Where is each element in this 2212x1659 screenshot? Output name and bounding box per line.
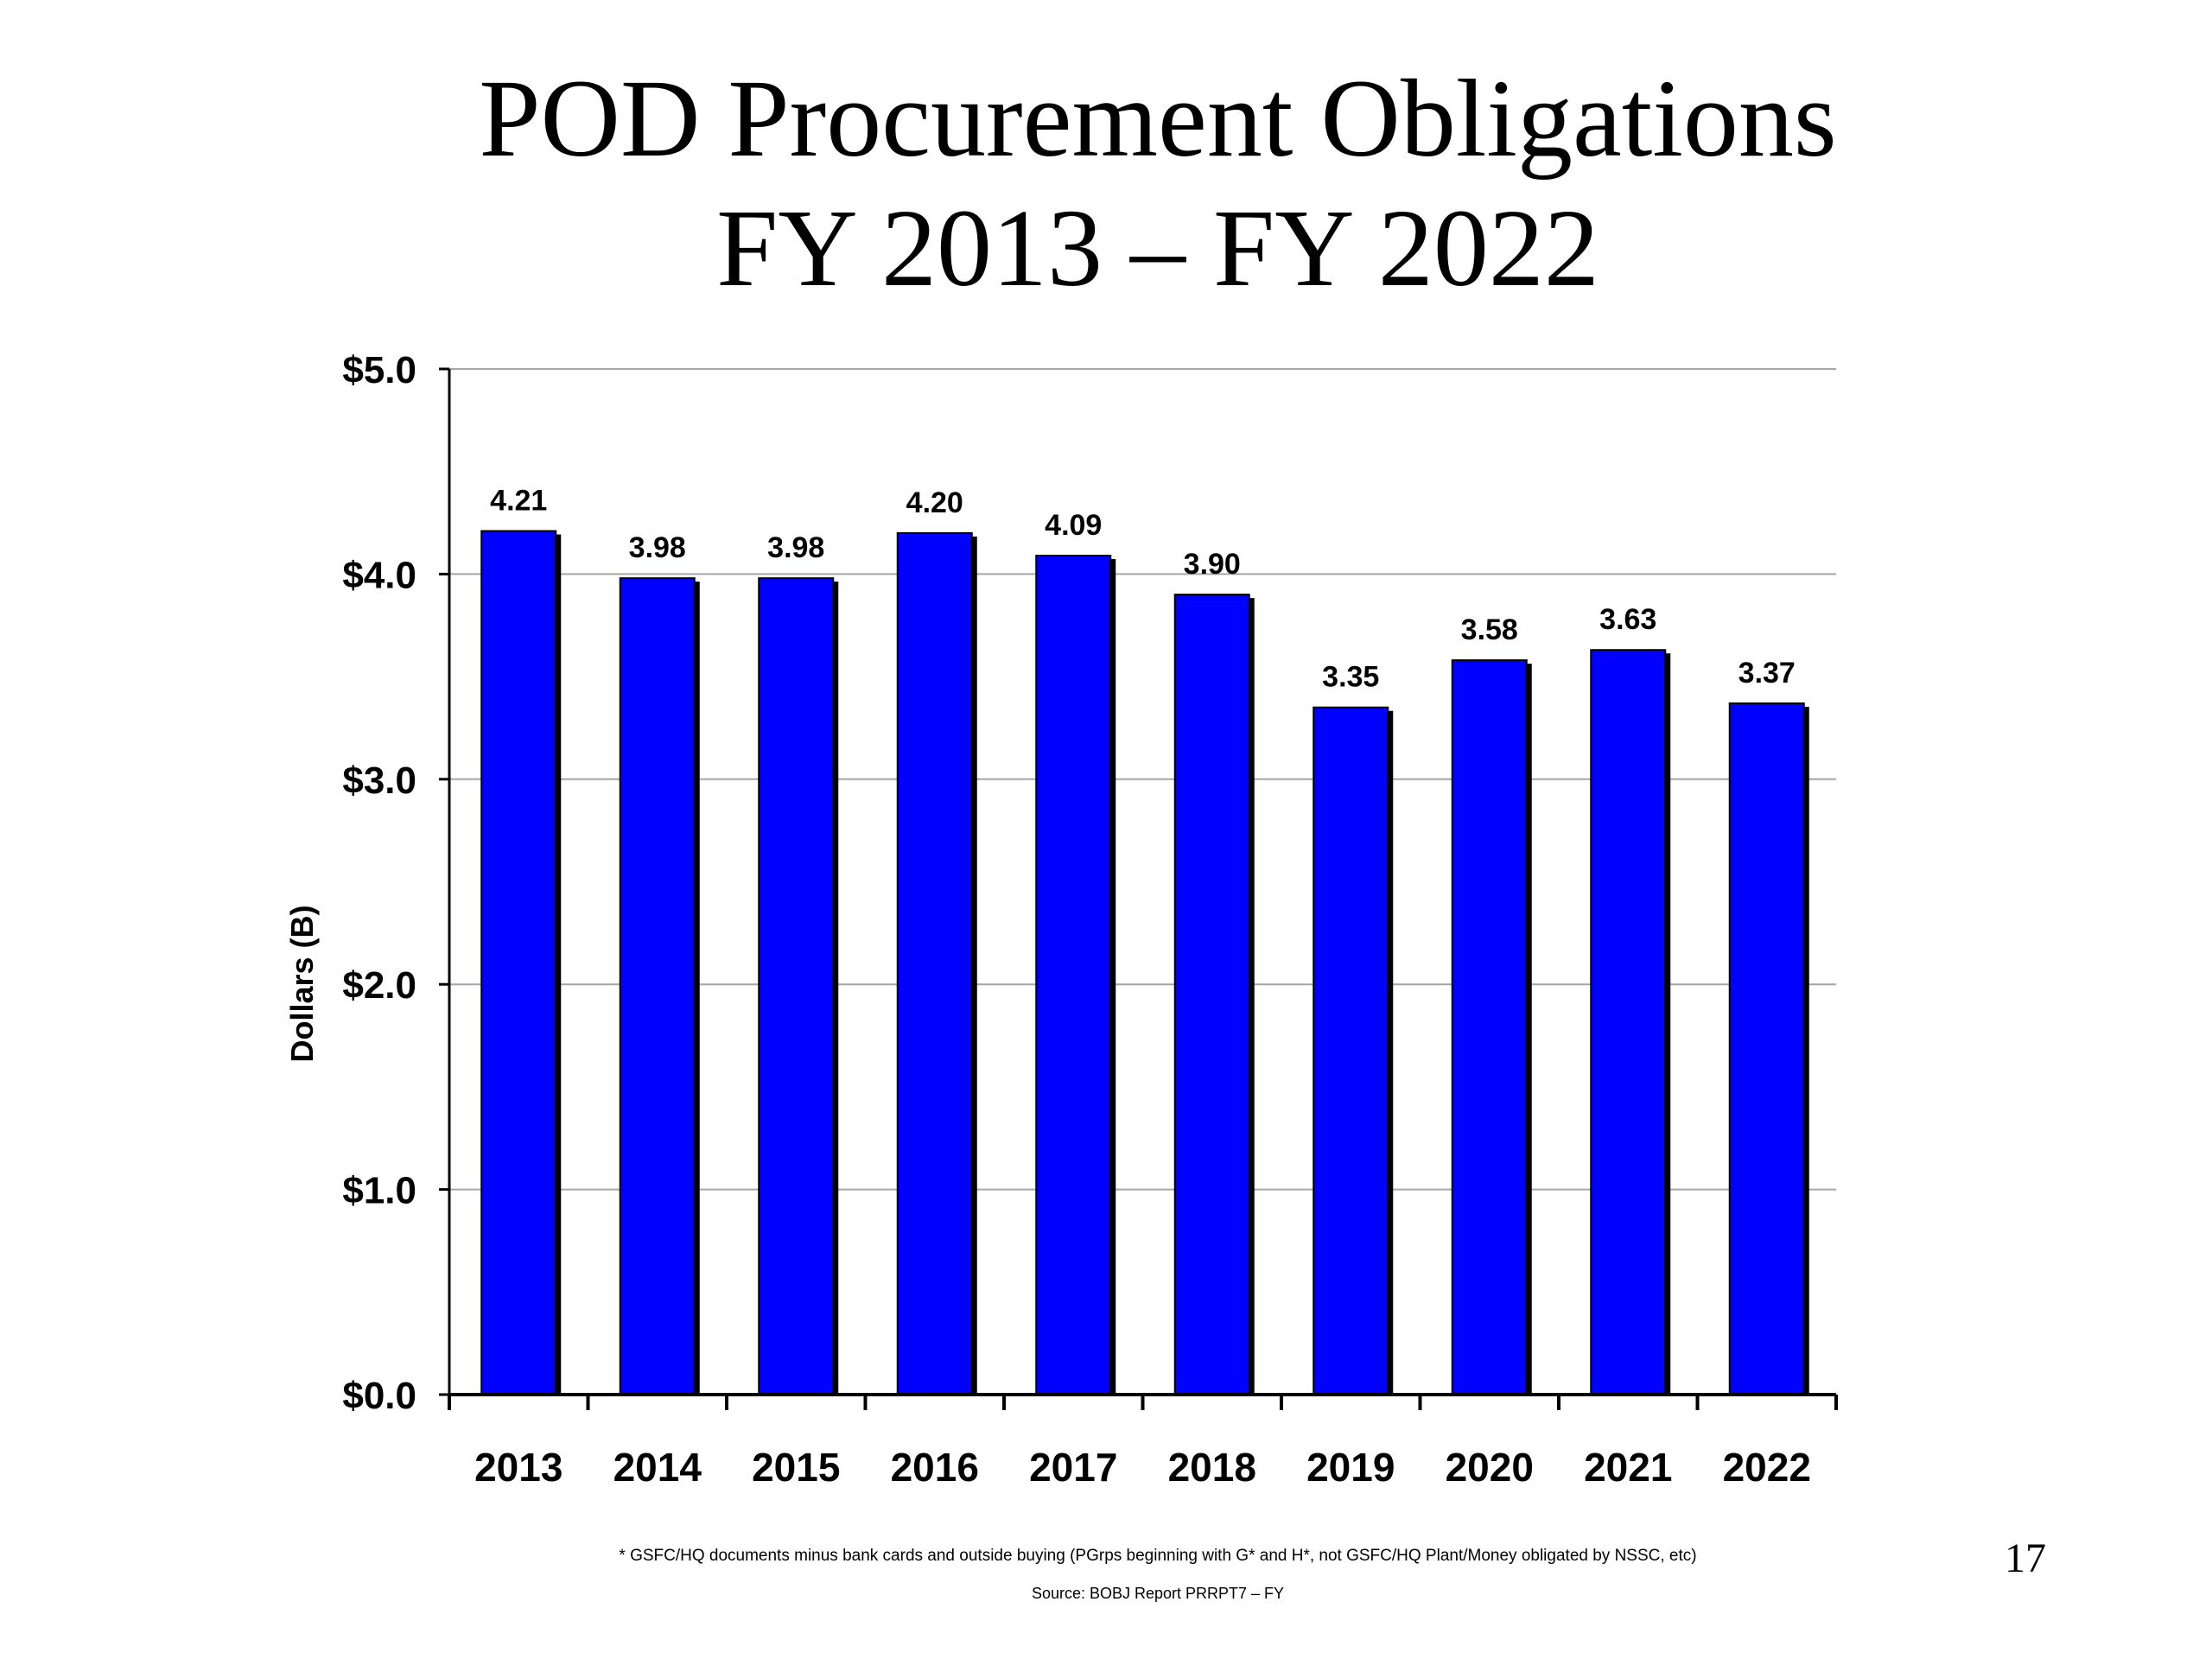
- bar: [1035, 555, 1112, 1395]
- x-tick-label: 2014: [613, 1445, 702, 1490]
- bar: [480, 530, 557, 1395]
- x-tick-label: 2016: [891, 1445, 979, 1490]
- data-label: 3.98: [767, 531, 824, 564]
- axes: [439, 367, 1838, 1410]
- x-tick-label: 2019: [1306, 1445, 1395, 1490]
- y-tick-label: $2.0: [342, 964, 416, 1007]
- data-label: 3.35: [1322, 661, 1379, 694]
- data-label: 3.90: [1184, 548, 1241, 581]
- page-number: 17: [2005, 1535, 2046, 1581]
- x-tick-label: 2020: [1446, 1445, 1534, 1490]
- footnote: * GSFC/HQ documents minus bank cards and…: [619, 1547, 1697, 1565]
- data-label: 4.09: [1045, 509, 1102, 542]
- bars: [480, 530, 1809, 1395]
- y-tick-label: $1.0: [342, 1170, 416, 1212]
- x-tick-label: 2013: [474, 1445, 563, 1490]
- bar: [1313, 706, 1389, 1395]
- bar: [1451, 659, 1528, 1395]
- labels: $0.0 $1.0 $2.0 $3.0 $4.0 $5.0 4.21 2013 3.98 2014…: [284, 349, 1811, 1490]
- bar: [758, 577, 835, 1395]
- title-line-1: POD Procurement Obligations: [479, 57, 1837, 180]
- data-label: 3.98: [629, 531, 686, 564]
- y-tick-label: $3.0: [342, 760, 416, 802]
- y-tick-label: $4.0: [342, 554, 416, 596]
- data-label: 3.63: [1599, 603, 1656, 636]
- source-note: Source: BOBJ Report PRRPT7 – FY: [1031, 1585, 1285, 1602]
- bar: [1173, 594, 1250, 1395]
- y-axis-title: Dollars (B): [284, 905, 320, 1062]
- x-tick-label: 2021: [1584, 1445, 1672, 1490]
- x-tick-label: 2017: [1029, 1445, 1117, 1490]
- bar: [1590, 649, 1667, 1395]
- y-tick-label: $0.0: [342, 1375, 416, 1417]
- bar: [1728, 702, 1805, 1395]
- title-line-2: FY 2013 – FY 2022: [716, 187, 1599, 309]
- x-tick-label: 2022: [1723, 1445, 1811, 1490]
- slide-title: POD Procurement Obligations FY 2013 – FY…: [0, 54, 2212, 313]
- data-label: 3.37: [1738, 657, 1796, 690]
- y-tick-label: $5.0: [342, 349, 416, 391]
- bar: [619, 577, 696, 1395]
- bar: [896, 531, 973, 1395]
- x-tick-label: 2015: [752, 1445, 840, 1490]
- x-tick-label: 2018: [1168, 1445, 1256, 1490]
- data-label: 4.20: [906, 486, 963, 519]
- data-label: 3.58: [1461, 613, 1518, 646]
- data-label: 4.21: [490, 485, 547, 518]
